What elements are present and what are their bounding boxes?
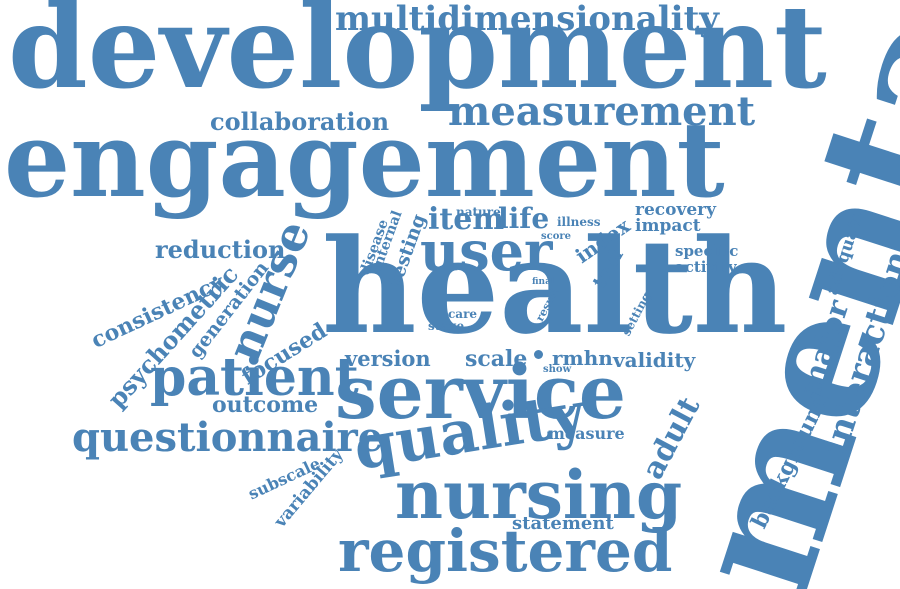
word: user <box>420 219 553 283</box>
word: scale <box>465 346 528 372</box>
word: measurement <box>448 88 756 135</box>
word: version <box>345 346 431 371</box>
word: care <box>448 307 478 321</box>
word: nature <box>456 205 501 219</box>
word: specific <box>675 242 739 260</box>
word: multidimensionality <box>335 0 720 39</box>
word: impact <box>635 216 701 236</box>
word: illness <box>557 215 601 229</box>
word: measure <box>548 424 625 443</box>
word: registered <box>338 517 673 585</box>
word: score <box>541 231 572 242</box>
word: collaboration <box>210 107 390 136</box>
word: show <box>543 364 572 375</box>
word: rmhn <box>552 346 613 370</box>
word: nursing <box>395 456 683 534</box>
word: patient <box>150 347 359 408</box>
word: service <box>335 350 626 436</box>
word: questionnaire <box>72 414 384 461</box>
word: health <box>322 210 788 363</box>
word: statement <box>512 513 614 534</box>
word: final <box>532 277 555 287</box>
bullet-dot <box>534 350 543 359</box>
word: life <box>498 202 550 235</box>
word: outcome <box>212 392 319 418</box>
word: stage <box>428 319 465 333</box>
word: activity <box>675 258 737 276</box>
word: development <box>8 0 827 114</box>
word: engagement <box>4 98 725 221</box>
word: item <box>428 202 505 237</box>
word: validity <box>613 348 696 372</box>
word: recovery <box>635 200 716 220</box>
word: reduction <box>155 235 286 264</box>
